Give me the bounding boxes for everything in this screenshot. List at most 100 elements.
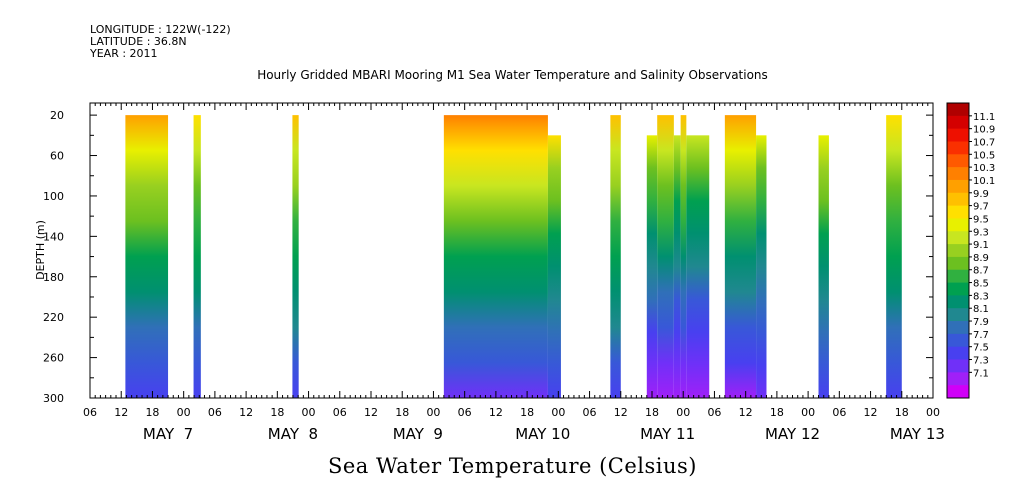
colorbar-label: 10.7 — [973, 137, 995, 148]
x-tick-label: 06 — [832, 406, 846, 419]
x-tick-label: 12 — [114, 406, 128, 419]
x-tick-label: 06 — [707, 406, 721, 419]
colorbar-swatch — [947, 333, 969, 348]
y-tick-label: 260 — [43, 352, 64, 365]
x-tick-label: 00 — [926, 406, 940, 419]
x-tick-label: 18 — [520, 406, 534, 419]
colorbar-swatch — [947, 308, 969, 322]
y-axis-label: DEPTH (m) — [34, 220, 47, 280]
colorbar-swatch — [947, 269, 969, 283]
x-tick-label: 06 — [458, 406, 472, 419]
x-tick-label: 18 — [395, 406, 409, 419]
data-block-14 — [818, 135, 829, 398]
x-tick-label: 12 — [739, 406, 753, 419]
y-tick-label: 60 — [50, 150, 64, 163]
day-label: MAY 11 — [640, 425, 695, 443]
x-axis-title: Sea Water Temperature (Celsius) — [327, 454, 697, 478]
data-block-9 — [673, 135, 681, 398]
x-tick-label: 00 — [177, 406, 191, 419]
data-block-5 — [547, 135, 561, 398]
x-tick-label: 18 — [895, 406, 909, 419]
colorbar-label: 8.1 — [973, 304, 989, 315]
data-block-3 — [292, 115, 299, 398]
data-block-12 — [724, 115, 757, 398]
colorbar-label: 9.7 — [973, 202, 989, 213]
colorbar-label: 7.1 — [973, 368, 989, 379]
y-tick-label: 300 — [43, 392, 64, 405]
colorbar-swatch — [947, 218, 969, 232]
data-block-11 — [686, 135, 710, 398]
x-tick-label: 06 — [333, 406, 347, 419]
x-tick-label: 18 — [645, 406, 659, 419]
colorbar-frame — [946, 102, 970, 399]
x-tick-label: 06 — [208, 406, 222, 419]
colorbar-swatch — [947, 244, 969, 258]
colorbar-label: 10.9 — [973, 125, 995, 136]
colorbar-label: 10.5 — [973, 150, 995, 161]
chart-title: Hourly Gridded MBARI Mooring M1 Sea Wate… — [257, 68, 768, 82]
x-tick-label: 00 — [551, 406, 565, 419]
colorbar-swatch — [947, 346, 969, 360]
colorbar-swatch — [947, 256, 969, 271]
colorbar-swatch — [947, 282, 969, 296]
x-tick-label: 00 — [302, 406, 316, 419]
data-block-15 — [886, 115, 902, 398]
latitude-label: LATITUDE : 36.8N — [90, 35, 187, 48]
year-label: YEAR : 2011 — [90, 47, 158, 60]
colorbar-swatch — [947, 359, 969, 373]
colorbar-label: 11.1 — [973, 112, 995, 123]
x-tick-label: 12 — [364, 406, 378, 419]
colorbar-swatch — [947, 179, 969, 194]
x-tick-label: 12 — [614, 406, 628, 419]
colorbar-swatch — [947, 372, 969, 386]
x-tick-label: 06 — [83, 406, 97, 419]
colorbar-swatch — [947, 154, 969, 168]
day-label: MAY 13 — [890, 425, 945, 443]
y-axis: 20 60 100 140 180 220 260 300 — [43, 109, 933, 405]
colorbar-swatch — [947, 167, 969, 181]
colorbar-swatch — [947, 295, 969, 309]
x-tick-label: 18 — [770, 406, 784, 419]
colorbar-label: 8.3 — [973, 291, 989, 302]
colorbar-label: 10.3 — [973, 163, 995, 174]
colorbar-label: 9.5 — [973, 214, 989, 225]
x-tick-label: 12 — [489, 406, 503, 419]
x-tick-label: 06 — [583, 406, 597, 419]
day-label: MAY 7 — [143, 425, 193, 443]
colorbar-label: 8.7 — [973, 266, 989, 277]
colorbar-swatch — [947, 231, 969, 245]
day-label: MAY 12 — [765, 425, 820, 443]
colorbar-label: 9.9 — [973, 189, 989, 200]
data-block-6 — [610, 115, 621, 398]
x-tick-label: 18 — [145, 406, 159, 419]
colorbar-label: 9.3 — [973, 227, 989, 238]
y-tick-label: 20 — [50, 109, 64, 122]
colorbar: 11.1 10.910.7 10.5 10.3 10.1 9.9 9.79.5 9.3 9.1 8… — [946, 102, 995, 399]
x-tick-label: 12 — [239, 406, 253, 419]
y-tick-label: 180 — [43, 271, 64, 284]
colorbar-label: 7.7 — [973, 330, 989, 341]
location-metadata: LONGITUDE : 122W(-122) LATITUDE : 36.8N … — [90, 24, 231, 60]
day-label: MAY 10 — [515, 425, 570, 443]
data-block-1 — [125, 115, 169, 398]
x-tick-label: 18 — [270, 406, 284, 419]
y-tick-label: 140 — [43, 230, 64, 243]
colorbar-swatch — [947, 321, 969, 335]
data-blocks — [125, 115, 902, 398]
colorbar-label: 10.1 — [973, 176, 995, 187]
day-label: MAY 9 — [393, 425, 443, 443]
colorbar-label: 9.1 — [973, 240, 989, 251]
x-tick-label: 12 — [864, 406, 878, 419]
data-block-8 — [657, 115, 674, 398]
colorbar-swatch — [947, 192, 969, 207]
colorbar-label: 8.5 — [973, 279, 989, 290]
colorbar-label: 7.3 — [973, 356, 989, 367]
data-block-7 — [646, 135, 658, 398]
colorbar-swatch — [947, 205, 969, 219]
colorbar-swatch — [947, 141, 969, 155]
data-block-4 — [443, 115, 548, 398]
colorbar-label: 8.9 — [973, 253, 989, 264]
x-tick-label: 00 — [801, 406, 815, 419]
data-block-2 — [193, 115, 201, 398]
